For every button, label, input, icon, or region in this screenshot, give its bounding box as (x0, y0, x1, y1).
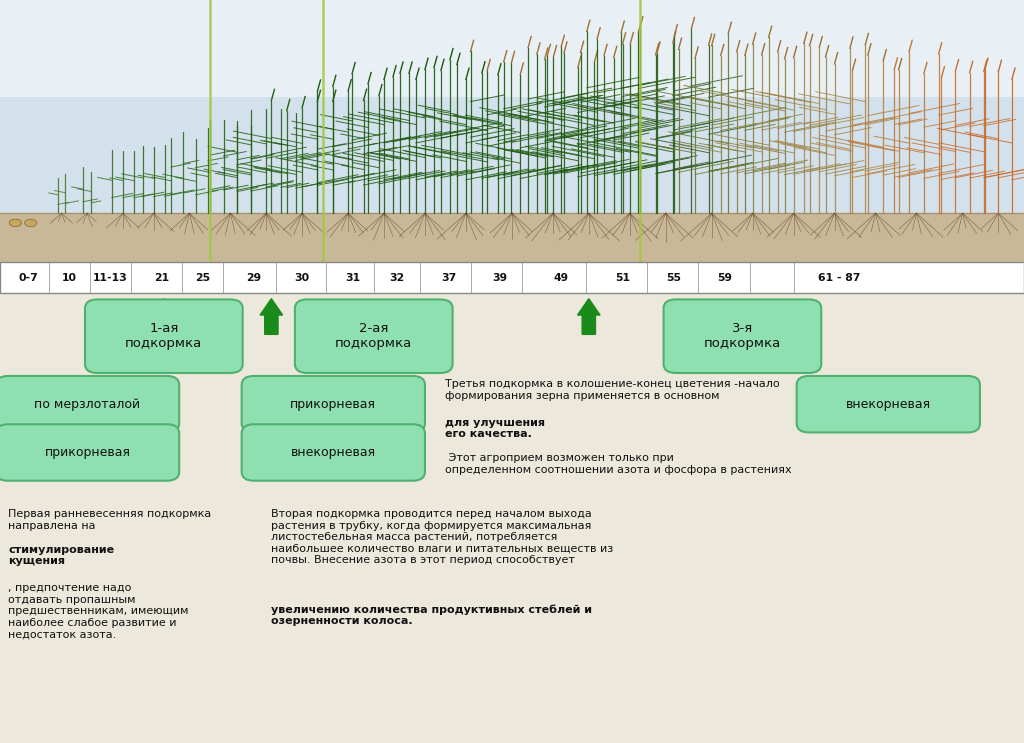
Text: 3-я
подкормка: 3-я подкормка (703, 322, 781, 350)
Ellipse shape (9, 219, 22, 227)
Text: 39: 39 (493, 273, 507, 283)
FancyBboxPatch shape (664, 299, 821, 373)
Text: 31: 31 (346, 273, 360, 283)
Text: Вторая подкормка проводится перед началом выхода
растения в трубку, когда формир: Вторая подкормка проводится перед начало… (271, 509, 613, 565)
Text: 51: 51 (615, 273, 630, 283)
Text: для улучшения
его качества.: для улучшения его качества. (445, 418, 546, 439)
Text: 59: 59 (718, 273, 732, 283)
FancyBboxPatch shape (295, 299, 453, 373)
Text: 61 - 87: 61 - 87 (818, 273, 861, 283)
Text: 55: 55 (667, 273, 681, 283)
FancyBboxPatch shape (0, 376, 179, 432)
Bar (0, 213, 1024, 262)
FancyBboxPatch shape (797, 376, 980, 432)
Text: 29: 29 (247, 273, 261, 283)
Text: внекорневая: внекорневая (291, 446, 376, 459)
Text: прикорневая: прикорневая (45, 446, 130, 459)
Text: увеличению количества продуктивных стеблей и
озерненности колоса.: увеличению количества продуктивных стебл… (271, 604, 592, 626)
Text: стимулирование
кущения: стимулирование кущения (8, 545, 115, 566)
Text: , предпочтение надо
отдавать пропашным
предшественникам, имеющим
наиболее слабое: , предпочтение надо отдавать пропашным п… (8, 583, 188, 640)
FancyArrow shape (260, 299, 283, 334)
Bar (0, 97, 1024, 230)
FancyBboxPatch shape (85, 299, 243, 373)
Bar (0, 0, 1024, 262)
Text: Третья подкормка в колошение-конец цветения -начало
формирования зерна применяет: Третья подкормка в колошение-конец цвете… (445, 379, 780, 400)
FancyBboxPatch shape (242, 376, 425, 432)
Text: 2-ая
подкормка: 2-ая подкормка (335, 322, 413, 350)
Text: 30: 30 (295, 273, 309, 283)
Text: 37: 37 (441, 273, 456, 283)
FancyBboxPatch shape (0, 424, 179, 481)
FancyArrow shape (578, 299, 600, 334)
FancyBboxPatch shape (0, 262, 1024, 293)
Text: 1-ая
подкормка: 1-ая подкормка (125, 322, 203, 350)
Text: 0-7: 0-7 (18, 273, 39, 283)
Text: по мерзлоталой: по мерзлоталой (35, 398, 140, 411)
Text: 25: 25 (196, 273, 210, 283)
Text: 11-13: 11-13 (93, 273, 128, 283)
FancyArrow shape (153, 299, 175, 334)
Text: Первая ранневесенняя подкормка
направлена на: Первая ранневесенняя подкормка направлен… (8, 509, 211, 531)
Text: 49: 49 (554, 273, 568, 283)
FancyBboxPatch shape (242, 424, 425, 481)
Text: 32: 32 (390, 273, 404, 283)
Text: Этот агроприем возможен только при
определенном соотношении азота и фосфора в ра: Этот агроприем возможен только при опред… (445, 453, 793, 475)
Text: 21: 21 (155, 273, 169, 283)
Text: внекорневая: внекорневая (846, 398, 931, 411)
Text: прикорневая: прикорневая (291, 398, 376, 411)
Ellipse shape (25, 219, 37, 227)
Text: 10: 10 (62, 273, 77, 283)
